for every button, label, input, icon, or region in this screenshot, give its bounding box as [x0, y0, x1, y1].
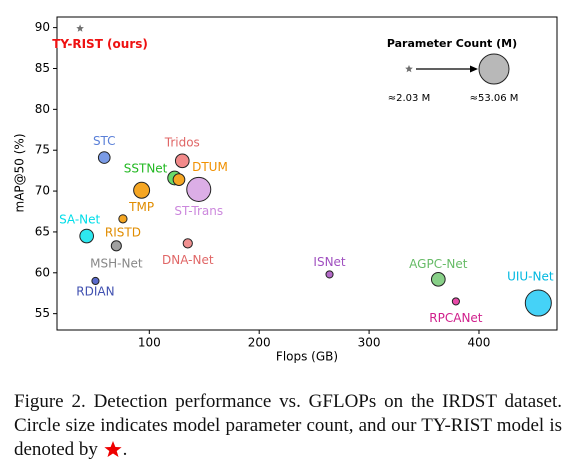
point-label: DTUM — [192, 160, 228, 174]
size-legend-label: ≈2.03 M — [388, 93, 430, 104]
point — [174, 153, 190, 169]
x-tick-label: 300 — [358, 336, 381, 350]
size-legend-title: Parameter Count (M) — [387, 37, 517, 50]
y-tick-label: 90 — [35, 20, 50, 34]
y-tick-label: 85 — [35, 61, 50, 75]
point — [76, 24, 84, 32]
plot-frame — [56, 16, 558, 331]
point-label: Tridos — [164, 135, 200, 149]
y-axis-label: mAP@50 (%) — [13, 134, 27, 213]
caption-star — [104, 441, 122, 457]
point-label: ST-Trans — [174, 204, 223, 218]
x-axis-label: Flops (GB) — [276, 350, 338, 364]
caption-text: Figure 2. Detection performance vs. GFLO… — [14, 391, 562, 460]
point — [118, 214, 128, 224]
point — [79, 228, 95, 244]
point — [325, 270, 334, 279]
point-label: TMP — [128, 200, 154, 214]
point — [97, 151, 111, 164]
point-label: SA-Net — [59, 213, 100, 227]
point — [186, 176, 212, 202]
x-tick-label: 400 — [468, 336, 491, 350]
point-label: RISTD — [105, 225, 141, 239]
point — [133, 181, 151, 199]
point-label: ISNet — [313, 255, 346, 269]
point — [430, 272, 446, 287]
size-legend-marker — [405, 65, 413, 73]
y-tick-label: 65 — [35, 224, 50, 238]
y-tick-label: 55 — [35, 306, 50, 320]
point-label: STC — [93, 134, 116, 148]
x-tick-label: 100 — [138, 336, 161, 350]
size-legend-marker — [478, 53, 510, 85]
point-label: SSTNet — [124, 161, 168, 175]
y-tick-label: 70 — [35, 184, 50, 198]
point — [172, 173, 186, 186]
point-label: AGPC-Net — [409, 257, 468, 271]
point — [182, 238, 193, 249]
y-tick-label: 80 — [35, 102, 50, 116]
y-tick-label: 60 — [35, 265, 50, 279]
chart: Flops (GB) mAP@50 (%) Parameter Count (M… — [13, 16, 558, 364]
size-legend-label: ≈53.06 M — [470, 93, 519, 104]
y-tick-label: 75 — [35, 143, 50, 157]
point — [110, 240, 122, 252]
point-label: TY-RIST (ours) — [52, 37, 148, 51]
point — [451, 297, 460, 306]
point-label: DNA-Net — [162, 253, 214, 267]
point-label: MSH-Net — [90, 256, 143, 270]
point — [91, 276, 100, 286]
point-label: RDIAN — [76, 284, 114, 298]
x-tick-label: 200 — [248, 336, 271, 350]
legend-arrowhead — [470, 65, 478, 73]
point-label: UIU-Net — [507, 270, 554, 284]
point-label: RPCANet — [429, 311, 483, 325]
point — [524, 289, 552, 317]
caption: Figure 2. Detection performance vs. GFLO… — [14, 391, 562, 460]
